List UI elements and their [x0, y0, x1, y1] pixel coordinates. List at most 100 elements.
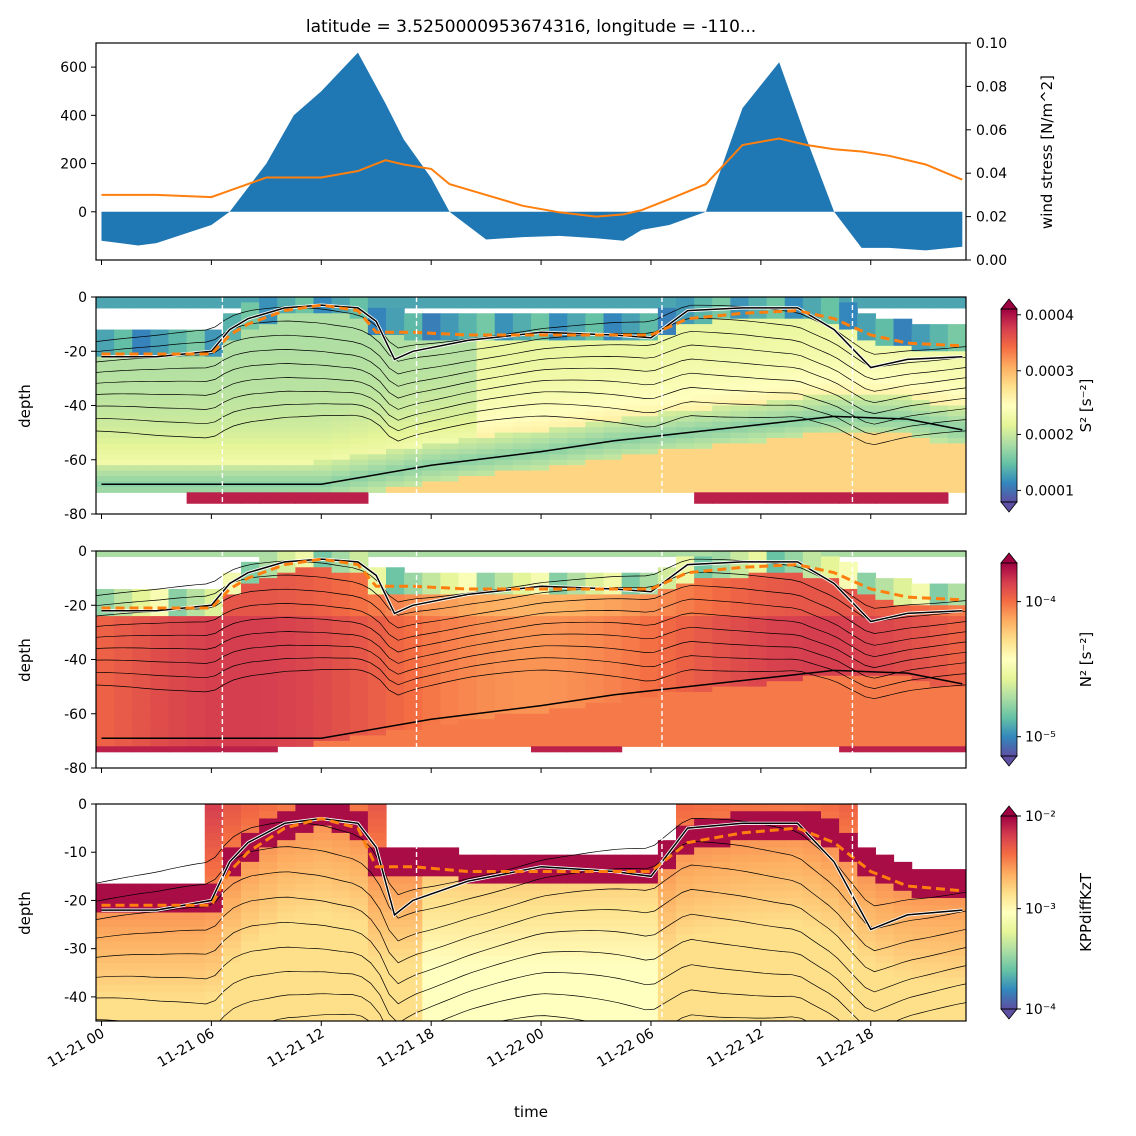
n2-cell [96, 659, 115, 666]
n2-cell [204, 626, 224, 633]
kpp-cell [748, 811, 768, 820]
s2-cell [947, 427, 966, 434]
s2-cell [657, 334, 677, 341]
s2-cell [186, 432, 206, 439]
colorbar-tick-label: 10⁻⁴ [1025, 595, 1056, 611]
n2-cell [549, 648, 568, 655]
n2-cell [839, 692, 858, 699]
s2-cell [349, 486, 369, 493]
n2-cell [222, 588, 242, 595]
kpp-cell [748, 898, 768, 906]
n2-cell [386, 675, 405, 682]
n2-cell [150, 681, 170, 688]
kpp-cell [839, 811, 858, 820]
n2-cell [168, 594, 188, 601]
s2-cell [96, 340, 115, 347]
kpp-cell [313, 934, 333, 943]
n2-cell [839, 561, 858, 568]
n2-cell [531, 605, 550, 612]
kpp-cell [893, 999, 913, 1008]
n2-cell [313, 643, 333, 650]
kpp-cell [440, 992, 460, 1000]
s2-cell [132, 416, 151, 423]
kpp-cell [512, 869, 532, 877]
n2-cell [512, 643, 532, 650]
panel-s2-lines [96, 297, 966, 514]
s2-cell [567, 421, 586, 428]
s2-cell [295, 443, 315, 450]
kpp-cell [295, 854, 315, 863]
s2-cell [222, 497, 242, 504]
s2-cell [512, 486, 532, 493]
s2-cell [730, 394, 750, 401]
kpp-cell [603, 1006, 623, 1015]
kpp-cell [603, 941, 623, 950]
s2-cell [639, 302, 659, 309]
n2-cell [204, 605, 224, 612]
n2-cell [549, 605, 568, 612]
n2-cell [603, 616, 623, 623]
kpp-cell [730, 898, 750, 906]
n2-cell [458, 659, 478, 666]
s2-cell [277, 459, 296, 466]
s2-cell [404, 297, 423, 304]
s2-cell [422, 351, 441, 358]
s2-cell [331, 497, 351, 504]
s2-cell [585, 383, 605, 390]
n2-cell [585, 740, 605, 747]
n2-cell [929, 746, 949, 753]
kpp-cell [839, 847, 858, 856]
s2-cell [186, 410, 206, 417]
n2-cell [386, 643, 405, 650]
kpp-cell [512, 970, 532, 979]
n2-cell [657, 616, 677, 623]
s2-cell [947, 448, 966, 455]
n2-cell [657, 610, 677, 617]
s2-cell [694, 416, 713, 423]
n2-cell [567, 681, 586, 688]
kpp-cell [657, 941, 677, 950]
s2-cell [114, 486, 133, 493]
s2-cell [150, 345, 170, 352]
kpp-cell [784, 977, 804, 986]
s2-cell [331, 421, 351, 428]
kpp-cell [295, 905, 315, 914]
kpp-cell [313, 919, 333, 928]
s2-cell [712, 400, 731, 407]
s2-cell [386, 302, 405, 309]
n2-cell [712, 561, 731, 568]
s2-cell [512, 427, 532, 434]
kpp-cell [494, 941, 514, 950]
n2-cell [494, 664, 514, 671]
s2-cell [150, 400, 170, 407]
kpp-cell [277, 984, 296, 993]
kpp-cell [440, 948, 460, 957]
n2-cell [657, 670, 677, 677]
n2-cell [367, 702, 387, 709]
s2-cell [784, 410, 804, 417]
s2-cell [712, 492, 731, 499]
n2-cell [386, 588, 405, 595]
n2-cell [277, 567, 296, 574]
s2-cell [784, 356, 804, 363]
kpp-cell [875, 941, 895, 950]
kpp-cell [458, 941, 478, 950]
n2-cell [730, 675, 750, 682]
s2-cell [222, 443, 242, 450]
kpp-cell [947, 963, 966, 971]
s2-cell [222, 432, 242, 439]
kpp-cell [241, 963, 260, 971]
kpp-cell [114, 919, 133, 928]
s2-cell [857, 454, 876, 461]
n2-cell [168, 616, 188, 623]
s2-cell [349, 367, 369, 374]
n2-cell [295, 730, 315, 737]
kpp-cell [929, 1006, 949, 1015]
s2-cell [349, 459, 369, 466]
n2-cell [222, 697, 242, 704]
kpp-cell [168, 992, 188, 1000]
n2-cell [802, 648, 822, 655]
n2-cell [585, 551, 605, 558]
kpp-cell [241, 804, 260, 812]
kpp-cell [657, 992, 677, 1000]
